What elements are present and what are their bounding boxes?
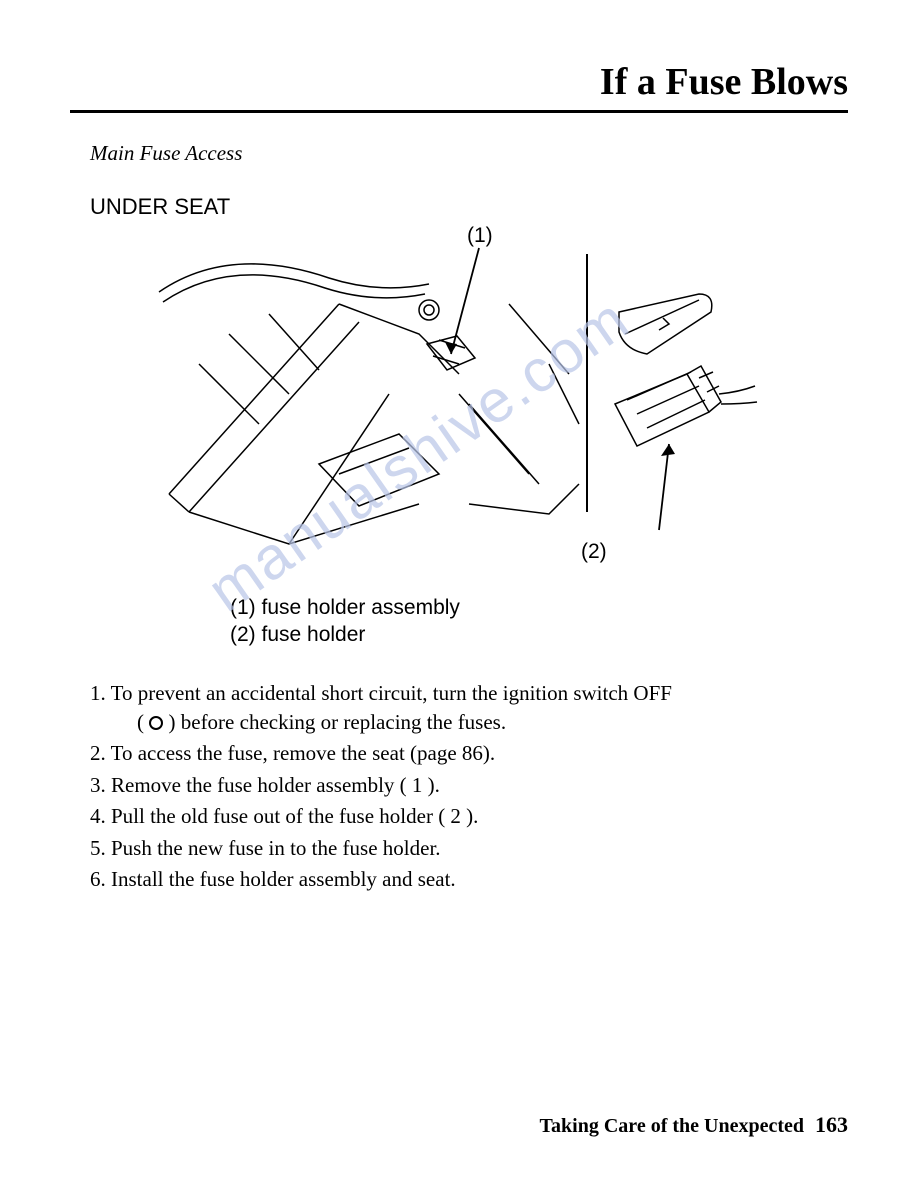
page-footer: Taking Care of the Unexpected 163 [540, 1112, 848, 1138]
step-4: 4. Pull the old fuse out of the fuse hol… [90, 802, 848, 831]
step-1-text-a: 1. To prevent an accidental short circui… [90, 681, 672, 705]
footer-section-title: Taking Care of the Unexpected [540, 1115, 804, 1137]
step-6: 6. Install the fuse holder assembly and … [90, 865, 848, 894]
title-divider [70, 110, 848, 113]
page-title: If a Fuse Blows [70, 60, 848, 104]
step-2: 2. To access the fuse, remove the seat (… [90, 739, 848, 768]
figure-legend: (1) fuse holder assembly (2) fuse holder [230, 594, 848, 649]
page-number: 163 [815, 1112, 848, 1137]
instruction-steps: 1. To prevent an accidental short circui… [90, 679, 848, 895]
step-1-text-b: ) before checking or replacing the fuses… [169, 710, 507, 734]
legend-item-1: (1) fuse holder assembly [230, 594, 848, 621]
legend-item-2: (2) fuse holder [230, 621, 848, 648]
section-subheading: Main Fuse Access [90, 141, 848, 166]
step-1: 1. To prevent an accidental short circui… [90, 679, 848, 738]
figure-container: (1) [99, 224, 819, 564]
fuse-diagram [139, 244, 779, 554]
ignition-off-icon [149, 716, 163, 730]
step-5: 5. Push the new fuse in to the fuse hold… [90, 834, 848, 863]
callout-label-2: (2) [581, 540, 607, 564]
location-label: UNDER SEAT [90, 194, 848, 220]
step-3: 3. Remove the fuse holder assembly ( 1 )… [90, 771, 848, 800]
